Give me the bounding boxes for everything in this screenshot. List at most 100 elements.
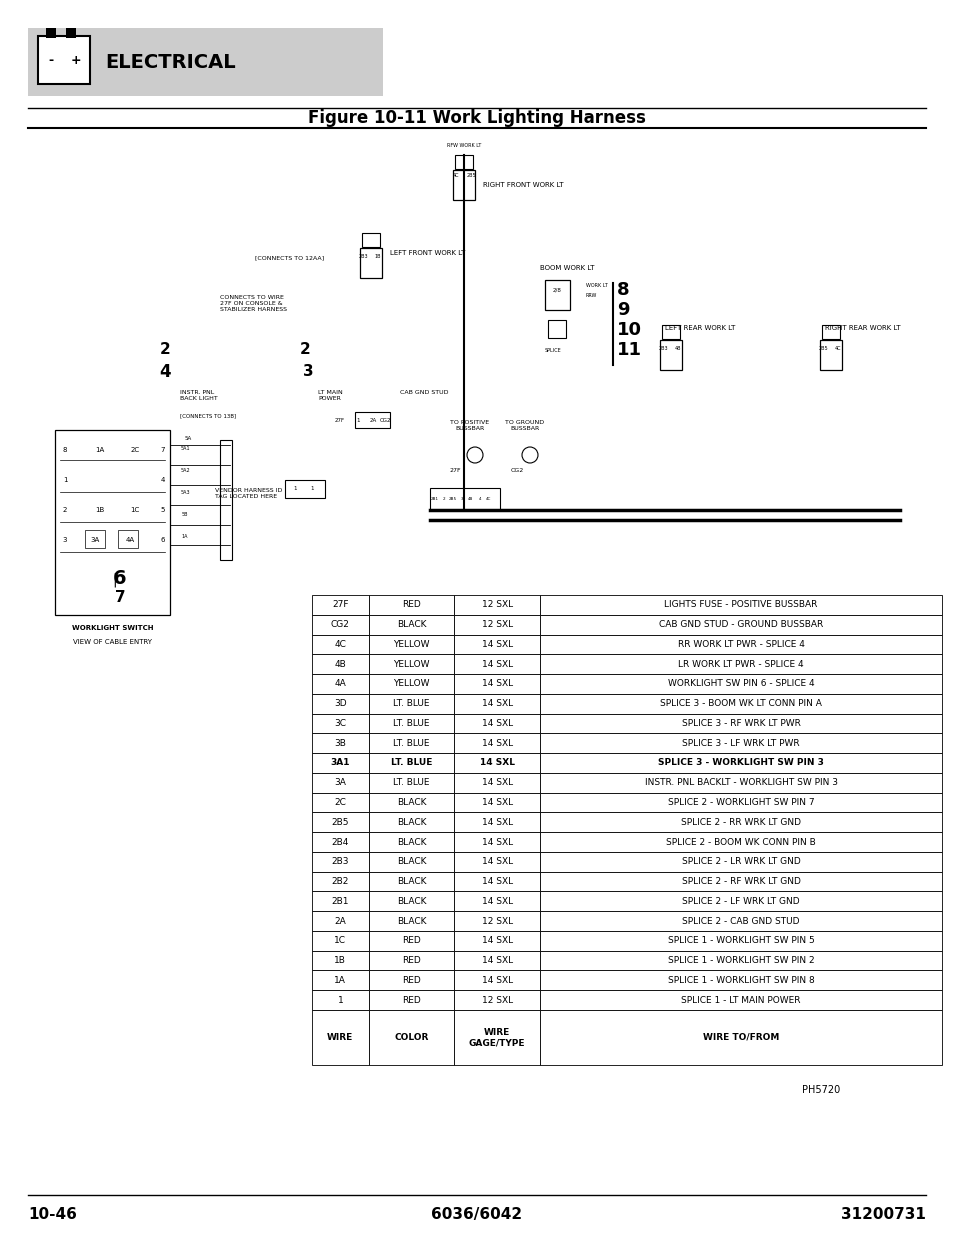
Bar xyxy=(539,971,941,990)
Bar xyxy=(368,773,454,793)
Text: 2B3: 2B3 xyxy=(658,346,667,351)
Text: RED: RED xyxy=(402,600,420,609)
Bar xyxy=(312,971,368,990)
Text: 2/8: 2/8 xyxy=(552,288,561,293)
Text: SPLICE 2 - RF WRK LT GND: SPLICE 2 - RF WRK LT GND xyxy=(680,877,800,885)
Text: 2B1: 2B1 xyxy=(332,897,349,905)
Text: RED: RED xyxy=(402,956,420,965)
Bar xyxy=(821,325,840,338)
Text: INSTR. PNL
BACK LIGHT: INSTR. PNL BACK LIGHT xyxy=(180,390,217,401)
Text: 14 SXL: 14 SXL xyxy=(481,936,513,945)
Bar xyxy=(544,280,569,310)
Bar xyxy=(312,852,368,872)
Text: 1: 1 xyxy=(310,487,314,492)
Text: 8: 8 xyxy=(617,282,629,299)
Text: TO POSITIVE
BUSSBAR: TO POSITIVE BUSSBAR xyxy=(450,420,489,431)
Bar xyxy=(368,595,454,615)
Bar xyxy=(312,813,368,832)
Text: 2B5: 2B5 xyxy=(332,818,349,826)
Text: RIGHT REAR WORK LT: RIGHT REAR WORK LT xyxy=(824,325,900,331)
Text: BOOM WORK LT: BOOM WORK LT xyxy=(539,266,594,270)
Text: SPLICE 3 - LF WRK LT PWR: SPLICE 3 - LF WRK LT PWR xyxy=(681,739,799,747)
Text: 14 SXL: 14 SXL xyxy=(481,699,513,708)
Bar xyxy=(368,793,454,813)
Text: 14 SXL: 14 SXL xyxy=(481,798,513,806)
Text: LEFT FRONT WORK LT: LEFT FRONT WORK LT xyxy=(390,249,465,256)
Text: RFW WORK LT: RFW WORK LT xyxy=(446,143,480,148)
Text: 4B: 4B xyxy=(674,346,680,351)
Text: SPLICE 2 - LF WRK LT GND: SPLICE 2 - LF WRK LT GND xyxy=(681,897,799,905)
Bar xyxy=(312,931,368,951)
Text: BLACK: BLACK xyxy=(396,877,426,885)
Text: WORK LT: WORK LT xyxy=(585,283,607,288)
Text: 5A1: 5A1 xyxy=(180,446,190,451)
Text: CAB GND STUD: CAB GND STUD xyxy=(399,390,448,395)
Text: BLACK: BLACK xyxy=(396,897,426,905)
Bar xyxy=(312,635,368,655)
Text: SPLICE 2 - LR WRK LT GND: SPLICE 2 - LR WRK LT GND xyxy=(681,857,800,866)
Text: RRW: RRW xyxy=(585,293,597,298)
Text: 6036/6042: 6036/6042 xyxy=(431,1208,522,1223)
Text: 4C: 4C xyxy=(486,496,491,501)
Text: RED: RED xyxy=(402,936,420,945)
Text: RIGHT FRONT WORK LT: RIGHT FRONT WORK LT xyxy=(482,182,563,188)
Bar xyxy=(659,340,681,370)
Text: 3: 3 xyxy=(302,364,313,379)
Bar xyxy=(359,248,381,278)
Bar xyxy=(312,714,368,734)
Text: LT. BLUE: LT. BLUE xyxy=(393,699,430,708)
Text: Figure 10-11 Work Lighting Harness: Figure 10-11 Work Lighting Harness xyxy=(308,109,645,127)
Text: BLACK: BLACK xyxy=(396,837,426,846)
Text: 4: 4 xyxy=(159,363,171,382)
Text: +: + xyxy=(71,53,81,67)
Bar xyxy=(539,990,941,1010)
Bar xyxy=(368,753,454,773)
Bar xyxy=(368,1010,454,1065)
Bar xyxy=(454,852,539,872)
Bar xyxy=(539,793,941,813)
Bar xyxy=(539,773,941,793)
Bar xyxy=(539,832,941,852)
Text: BLACK: BLACK xyxy=(396,857,426,866)
Bar xyxy=(220,440,232,559)
Text: 4C: 4C xyxy=(834,346,841,351)
Bar xyxy=(454,635,539,655)
Text: 2A: 2A xyxy=(369,417,376,422)
Text: 1: 1 xyxy=(293,487,296,492)
Bar xyxy=(539,674,941,694)
Bar xyxy=(312,872,368,892)
Text: SPLICE 2 - BOOM WK CONN PIN B: SPLICE 2 - BOOM WK CONN PIN B xyxy=(665,837,815,846)
Text: 1A: 1A xyxy=(95,447,105,453)
Bar xyxy=(312,990,368,1010)
Text: 2: 2 xyxy=(442,496,445,501)
Bar xyxy=(454,734,539,753)
Text: RED: RED xyxy=(402,976,420,984)
Bar xyxy=(454,832,539,852)
Text: 1: 1 xyxy=(355,417,359,422)
Bar xyxy=(312,753,368,773)
Bar xyxy=(368,971,454,990)
Bar xyxy=(368,694,454,714)
Bar xyxy=(368,852,454,872)
Bar xyxy=(66,28,76,38)
Text: 3: 3 xyxy=(460,496,463,501)
Circle shape xyxy=(467,447,482,463)
Bar xyxy=(368,832,454,852)
Bar xyxy=(312,911,368,931)
Bar xyxy=(539,655,941,674)
Bar xyxy=(539,911,941,931)
Bar xyxy=(46,28,56,38)
Text: YELLOW: YELLOW xyxy=(393,679,430,688)
Bar xyxy=(312,615,368,635)
Text: 4B: 4B xyxy=(468,496,474,501)
Text: 12 SXL: 12 SXL xyxy=(481,620,513,629)
Text: 14 SXL: 14 SXL xyxy=(481,877,513,885)
Bar xyxy=(368,734,454,753)
Text: 2: 2 xyxy=(159,342,171,357)
Text: -: - xyxy=(49,53,53,67)
Bar xyxy=(454,971,539,990)
Text: SPLICE 3 - WORKLIGHT SW PIN 3: SPLICE 3 - WORKLIGHT SW PIN 3 xyxy=(658,758,823,767)
Text: SPLICE 2 - RR WRK LT GND: SPLICE 2 - RR WRK LT GND xyxy=(680,818,801,826)
Text: 14 SXL: 14 SXL xyxy=(481,837,513,846)
Text: |: | xyxy=(112,573,117,588)
